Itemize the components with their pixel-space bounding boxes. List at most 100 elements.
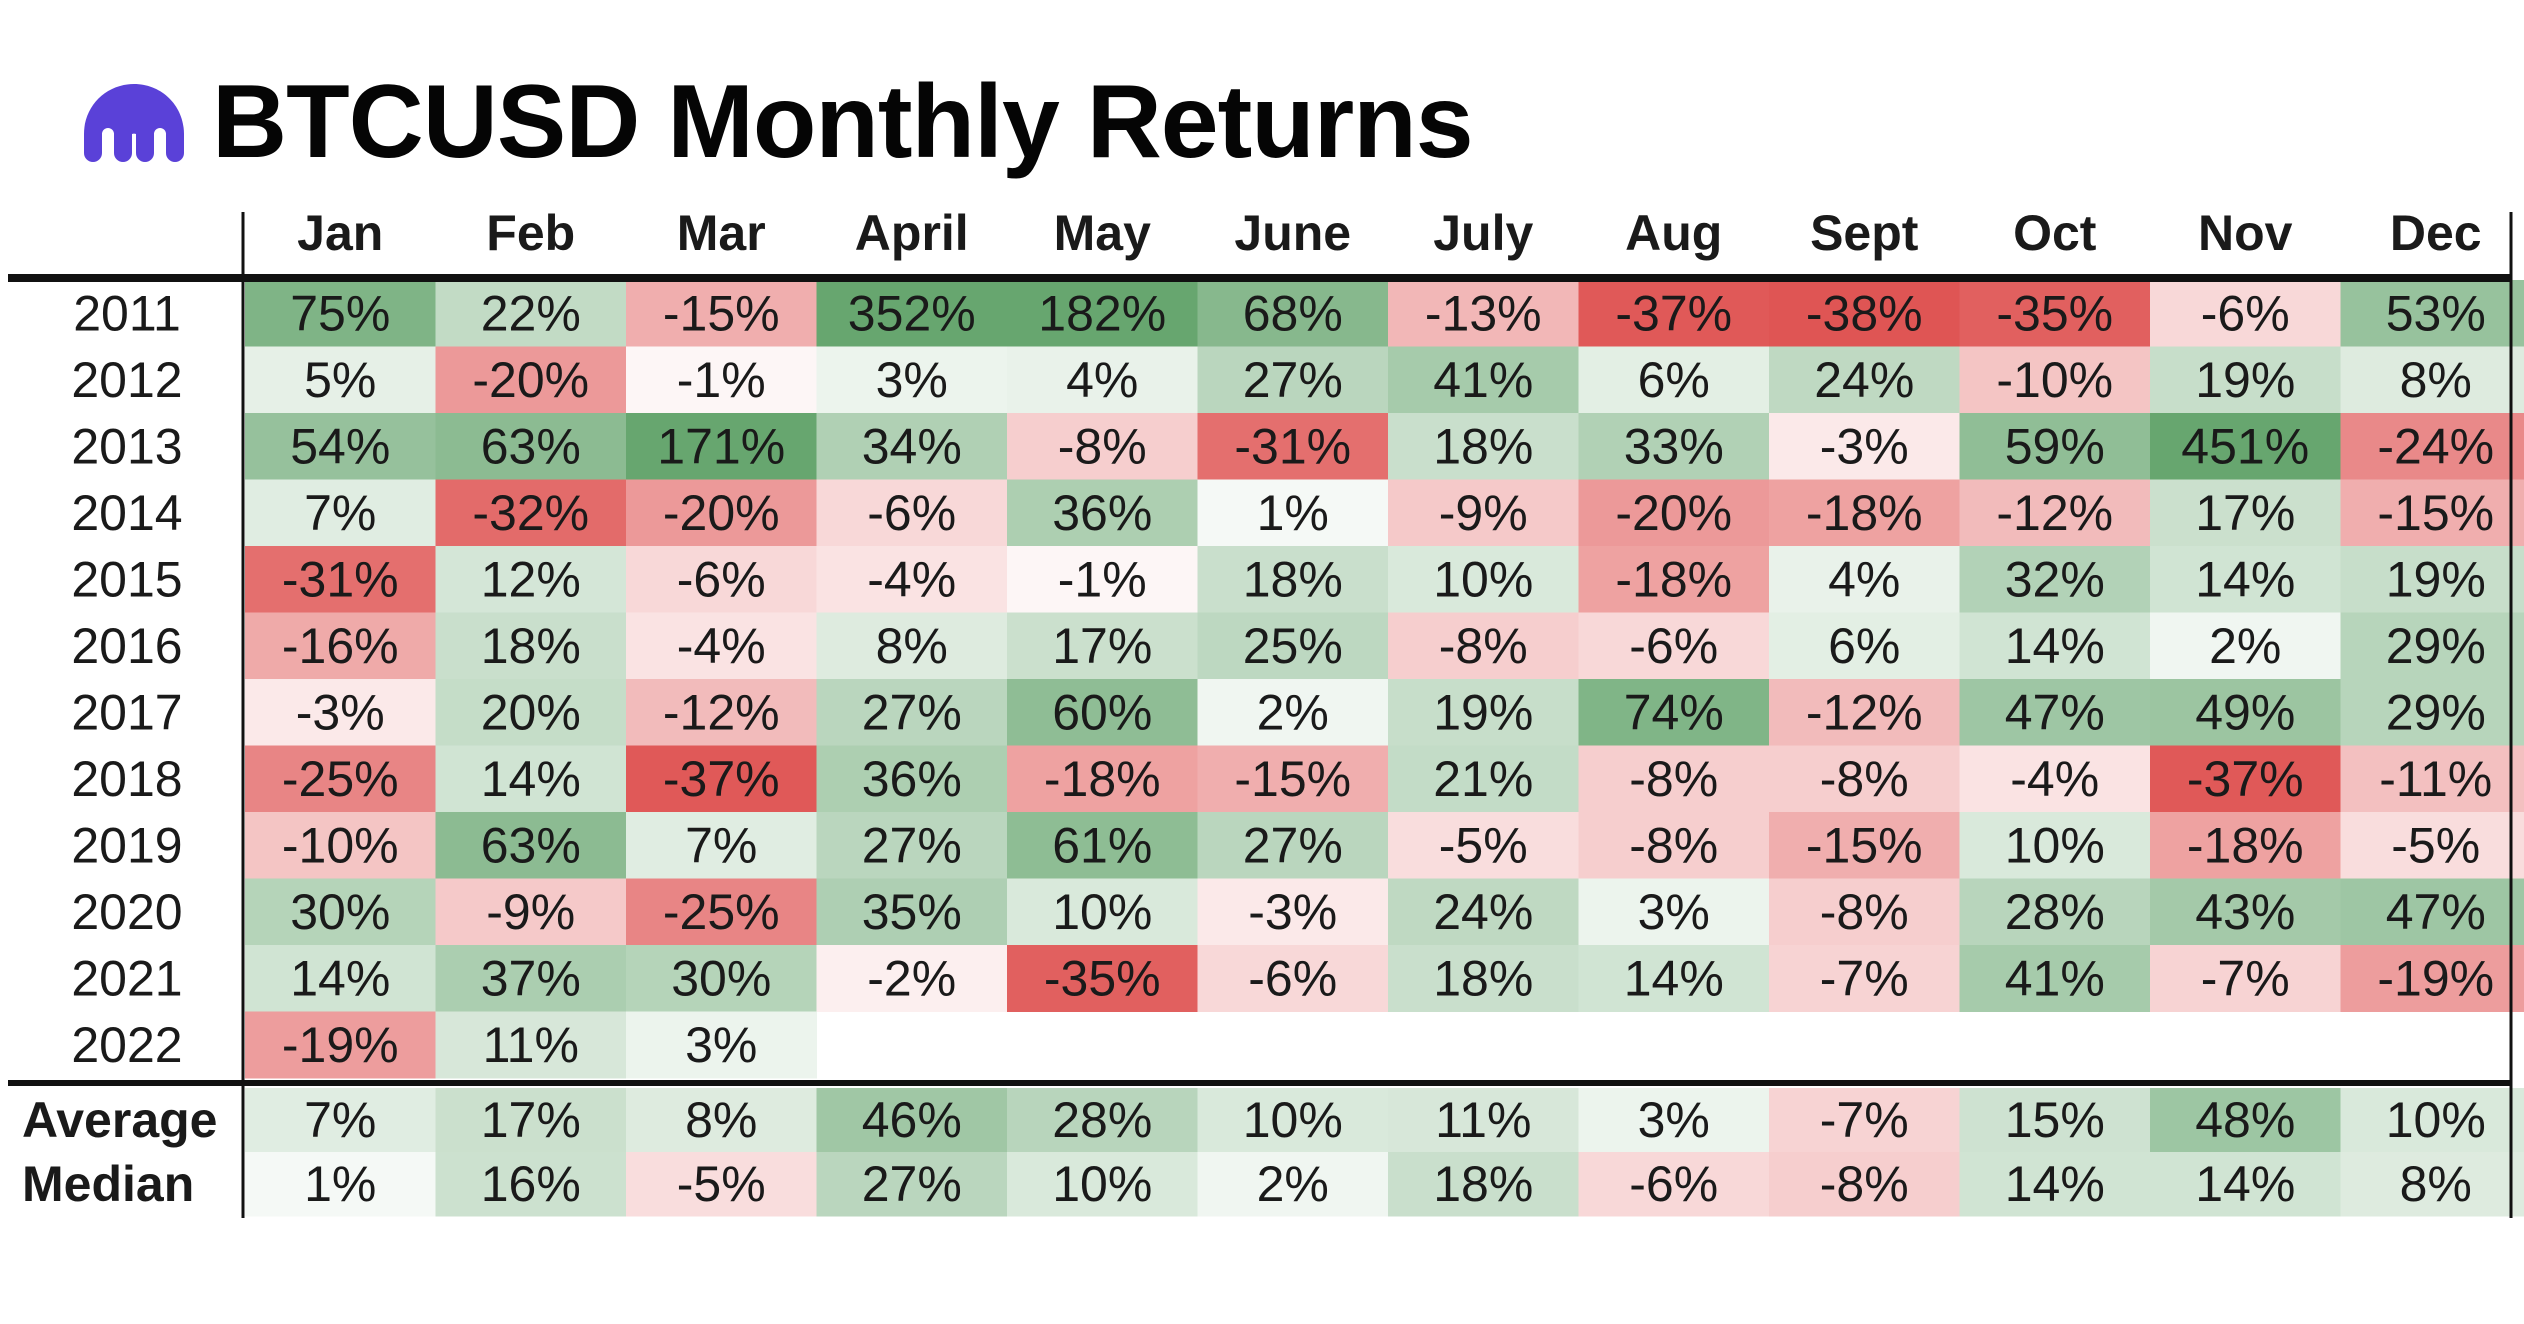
- cell-value: 14%: [2195, 551, 2295, 607]
- row-label-2012: 2012: [71, 352, 182, 408]
- cell-value: 34%: [862, 418, 962, 474]
- cell-value: 41%: [2005, 950, 2105, 1006]
- heatmap-cell: [816, 280, 1008, 347]
- summary-value: 11%: [1435, 1092, 1531, 1148]
- column-header-nov: Nov: [2198, 205, 2293, 261]
- heatmap-cell: [1769, 546, 1960, 613]
- row-label-2014: 2014: [71, 485, 182, 541]
- heatmap-cell: [1769, 479, 1960, 547]
- heatmap-cell: [2340, 413, 2524, 480]
- summary-value: 8%: [2400, 1156, 2472, 1212]
- heatmap-cell: [626, 346, 817, 414]
- cell-value: -20%: [1615, 485, 1732, 541]
- summary-value: 10%: [2386, 1092, 2486, 1148]
- cell-value: -4%: [677, 618, 766, 674]
- column-header-dec: Dec: [2390, 205, 2482, 261]
- cell-value: -8%: [1820, 884, 1909, 940]
- heatmap-cell: [1388, 546, 1579, 613]
- cell-value: 29%: [2386, 684, 2486, 740]
- cell-value: 27%: [862, 817, 962, 873]
- column-header-may: May: [1054, 205, 1151, 261]
- cell-value: 7%: [685, 817, 757, 873]
- heatmap-cell: [1197, 346, 1389, 414]
- heatmap-cell: [1578, 280, 1770, 347]
- heatmap-cell: [1769, 679, 1960, 746]
- cell-value: -9%: [486, 884, 575, 940]
- cell-value: -13%: [1425, 285, 1542, 341]
- cell-value: 18%: [1433, 950, 1533, 1006]
- heatmap-cell: [245, 612, 436, 680]
- cell-value: 10%: [1052, 884, 1152, 940]
- cell-value: 18%: [1243, 551, 1343, 607]
- heatmap-cell: [1007, 479, 1198, 547]
- cell-value: -18%: [2187, 817, 2304, 873]
- heatmap-cell: [2340, 612, 2524, 680]
- cell-value: -18%: [1615, 551, 1732, 607]
- heatmap-cell: [1959, 812, 2151, 879]
- cell-value: -38%: [1806, 285, 1923, 341]
- cell-value: -3%: [1248, 884, 1337, 940]
- heatmap-cell: [2340, 280, 2524, 347]
- heatmap-cell: [245, 945, 436, 1012]
- cell-value: 14%: [290, 950, 390, 1006]
- heatmap-cell: [2150, 745, 2341, 813]
- summary-value: 7%: [304, 1092, 376, 1148]
- cell-value: 182%: [1038, 285, 1166, 341]
- cell-value: 1%: [1257, 485, 1329, 541]
- kraken-logo-icon: [84, 84, 184, 162]
- row-label-2017: 2017: [71, 684, 182, 740]
- heatmap-cell: [1007, 878, 1198, 946]
- summary-cell: [816, 1152, 1008, 1217]
- cell-value: -25%: [663, 884, 780, 940]
- cell-value: 27%: [1243, 817, 1343, 873]
- heatmap-cell: [1007, 679, 1198, 746]
- summary-value: 10%: [1052, 1156, 1152, 1212]
- cell-value: -1%: [1058, 551, 1147, 607]
- cell-value: 451%: [2181, 418, 2309, 474]
- heatmap-cell: [1007, 612, 1198, 680]
- heatmap-cell: [816, 546, 1008, 613]
- row-label-2016: 2016: [71, 618, 182, 674]
- heatmap-cell: [1388, 346, 1579, 414]
- cell-value: 17%: [2195, 485, 2295, 541]
- cell-value: -37%: [663, 751, 780, 807]
- summary-cell: [1007, 1152, 1198, 1217]
- cell-value: -5%: [2391, 817, 2480, 873]
- summary-value: 16%: [481, 1156, 581, 1212]
- heatmap-cell: [1197, 546, 1389, 613]
- heatmap-cell: [1388, 413, 1579, 480]
- cell-value: 74%: [1624, 684, 1724, 740]
- cell-value: 30%: [290, 884, 390, 940]
- heatmap-cell: [626, 612, 817, 680]
- cell-value: 61%: [1052, 817, 1152, 873]
- heatmap-cell: [2340, 945, 2524, 1012]
- heatmap-cell: [2340, 679, 2524, 746]
- summary-cell: [2340, 1152, 2524, 1217]
- heatmap-cell: [1197, 878, 1389, 946]
- heatmap-cell: [245, 546, 436, 613]
- cell-value: 352%: [848, 285, 976, 341]
- heatmap-cell: [245, 346, 436, 414]
- cell-value: 3%: [1638, 884, 1710, 940]
- heatmap-cell: [1007, 546, 1198, 613]
- heatmap-cell: [435, 612, 627, 680]
- heatmap-cell: [816, 346, 1008, 414]
- cell-value: 14%: [481, 751, 581, 807]
- cell-value: 7%: [304, 485, 376, 541]
- summary-cell: [1578, 1152, 1770, 1217]
- heatmap-cell: [626, 945, 817, 1012]
- heatmap-cell: [1007, 413, 1198, 480]
- heatmap-cell: [626, 479, 817, 547]
- heatmap-cell: [626, 413, 817, 480]
- summary-cell: [1959, 1088, 2151, 1153]
- cell-value: -35%: [1044, 950, 1161, 1006]
- cell-value: -8%: [1629, 817, 1718, 873]
- cell-value: 54%: [290, 418, 390, 474]
- cell-value: 24%: [1433, 884, 1533, 940]
- heatmap-cell: [626, 546, 817, 613]
- cell-value: 29%: [2386, 618, 2486, 674]
- heatmap-cell: [1959, 479, 2151, 547]
- cell-value: -6%: [677, 551, 766, 607]
- cell-value: 14%: [2005, 618, 2105, 674]
